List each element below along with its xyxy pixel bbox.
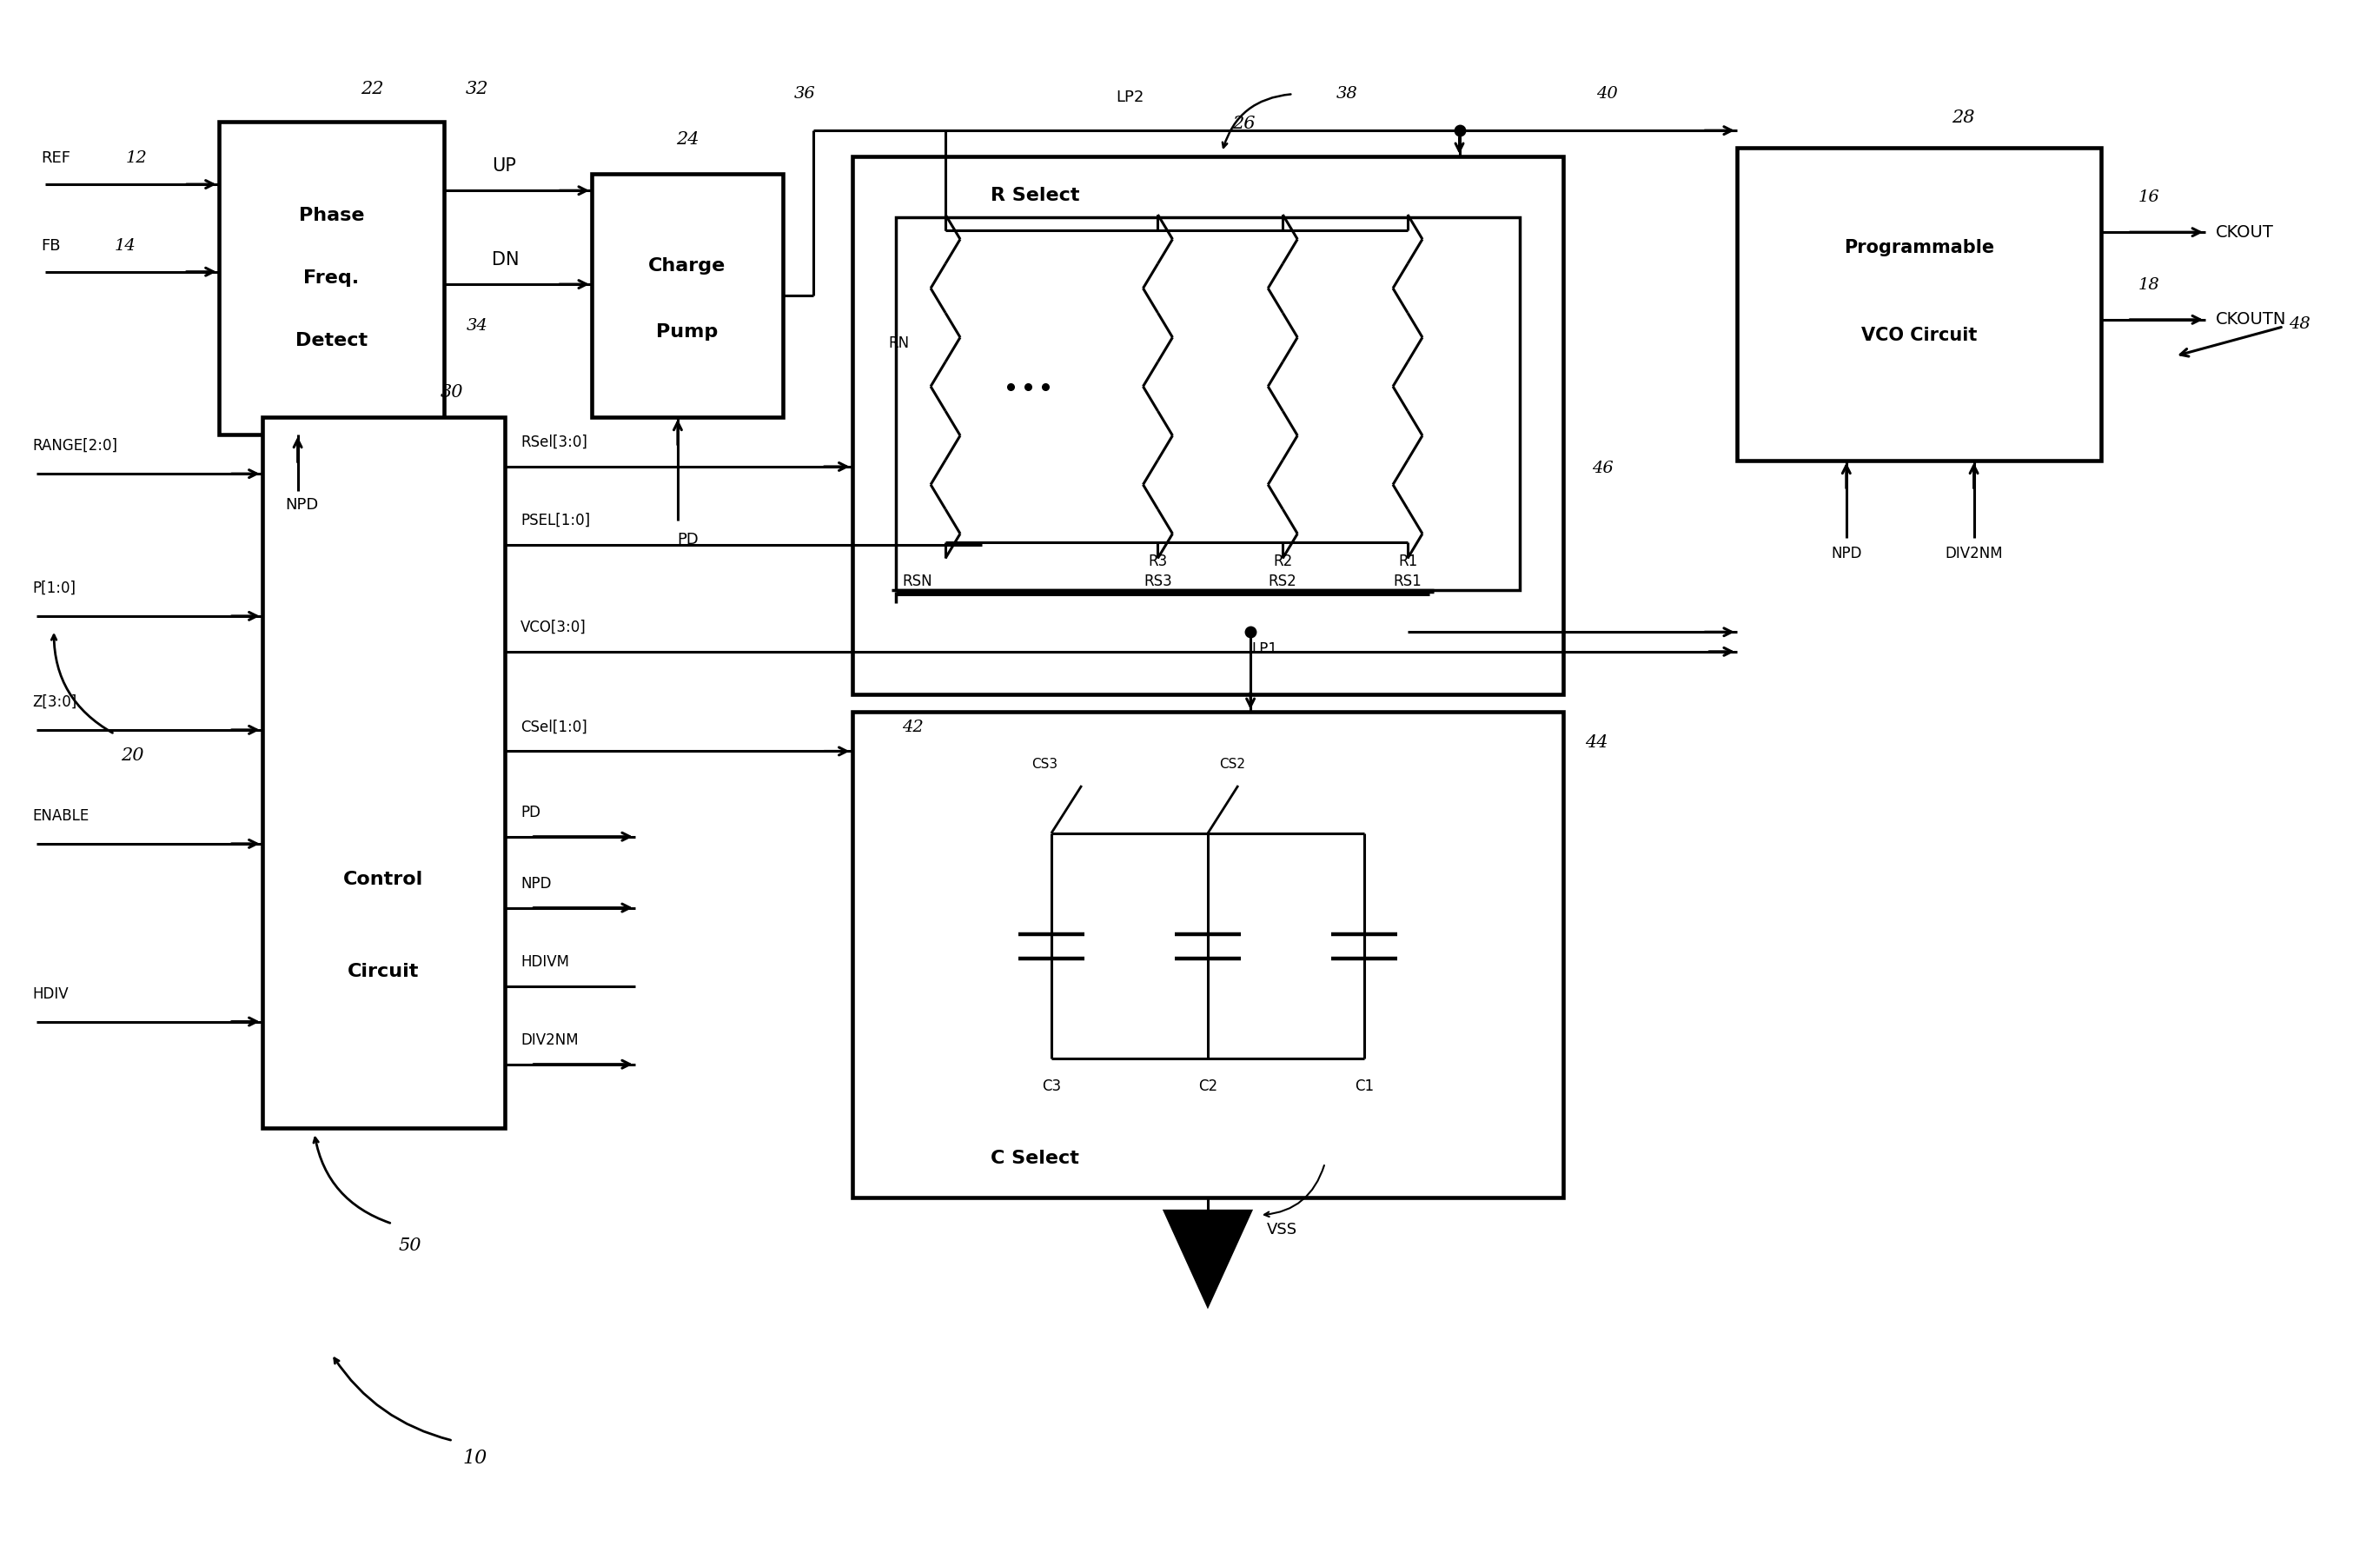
- Text: HDIVM: HDIVM: [521, 954, 569, 969]
- Text: RANGE[2:0]: RANGE[2:0]: [33, 438, 117, 455]
- Text: NPD: NPD: [1830, 546, 1861, 561]
- Text: Freq.: Freq.: [305, 269, 359, 286]
- Text: CKOUTN: CKOUTN: [2216, 311, 2287, 328]
- Bar: [895, 218, 1521, 591]
- Text: 14: 14: [114, 238, 136, 254]
- Bar: [852, 711, 1564, 1198]
- Text: 30: 30: [440, 385, 464, 400]
- Text: Control: Control: [343, 870, 424, 887]
- Text: 16: 16: [2137, 190, 2161, 206]
- Text: 42: 42: [902, 719, 923, 736]
- Bar: [1737, 148, 2102, 461]
- Text: 36: 36: [793, 87, 814, 102]
- Text: C3: C3: [1042, 1079, 1061, 1095]
- Text: ENABLE: ENABLE: [33, 809, 88, 824]
- Text: R1: R1: [1397, 553, 1418, 569]
- Text: RS1: RS1: [1392, 574, 1421, 589]
- Text: R2: R2: [1273, 553, 1292, 569]
- Text: 46: 46: [1592, 461, 1614, 476]
- Text: P[1:0]: P[1:0]: [33, 580, 76, 597]
- Text: 12: 12: [126, 150, 148, 165]
- Text: FB: FB: [40, 238, 60, 254]
- Bar: [219, 122, 445, 434]
- Text: C Select: C Select: [990, 1150, 1081, 1167]
- Text: DN: DN: [493, 252, 519, 269]
- Text: CKOUT: CKOUT: [2216, 224, 2273, 241]
- Text: NPD: NPD: [521, 875, 552, 892]
- Text: PD: PD: [678, 532, 700, 547]
- Text: Circuit: Circuit: [347, 963, 419, 980]
- Text: Pump: Pump: [657, 323, 719, 340]
- Text: 24: 24: [676, 131, 700, 147]
- Text: Z[3:0]: Z[3:0]: [33, 694, 76, 710]
- Text: 26: 26: [1233, 116, 1254, 131]
- Text: Programmable: Programmable: [1844, 240, 1994, 257]
- Text: RSel[3:0]: RSel[3:0]: [521, 434, 588, 450]
- Text: PD: PD: [521, 804, 540, 819]
- Text: 48: 48: [2290, 317, 2311, 332]
- Text: 32: 32: [466, 80, 488, 97]
- Text: Phase: Phase: [300, 207, 364, 224]
- Text: R Select: R Select: [990, 187, 1081, 204]
- Text: 38: 38: [1335, 87, 1357, 102]
- Text: 20: 20: [121, 747, 143, 764]
- Text: C1: C1: [1354, 1079, 1373, 1095]
- Text: 18: 18: [2137, 277, 2161, 292]
- Text: DIV2NM: DIV2NM: [1944, 546, 2004, 561]
- Text: UP: UP: [493, 158, 516, 175]
- Bar: [852, 156, 1564, 694]
- Text: RS3: RS3: [1142, 574, 1171, 589]
- Text: LP1: LP1: [1252, 642, 1278, 657]
- Text: RN: RN: [888, 335, 909, 351]
- Text: RS2: RS2: [1269, 574, 1297, 589]
- Polygon shape: [1164, 1211, 1252, 1306]
- Text: LP2: LP2: [1116, 90, 1145, 105]
- Text: DIV2NM: DIV2NM: [521, 1033, 578, 1048]
- Text: Detect: Detect: [295, 332, 367, 349]
- Text: R3: R3: [1147, 553, 1169, 569]
- Text: VSS: VSS: [1266, 1221, 1297, 1238]
- Text: NPD: NPD: [286, 498, 319, 513]
- Text: 40: 40: [1597, 87, 1618, 102]
- Text: VCO[3:0]: VCO[3:0]: [521, 620, 585, 635]
- Text: CSel[1:0]: CSel[1:0]: [521, 719, 588, 734]
- Text: 50: 50: [397, 1237, 421, 1254]
- Text: C2: C2: [1197, 1079, 1219, 1095]
- Text: 28: 28: [1952, 110, 1975, 125]
- Bar: [262, 417, 505, 1129]
- Text: 34: 34: [466, 318, 488, 334]
- Text: VCO Circuit: VCO Circuit: [1861, 326, 1978, 343]
- Text: RSN: RSN: [902, 574, 933, 589]
- Text: 44: 44: [1585, 734, 1609, 750]
- Text: CS3: CS3: [1031, 758, 1057, 770]
- Text: HDIV: HDIV: [33, 986, 69, 1002]
- Text: CS2: CS2: [1219, 758, 1245, 770]
- Text: REF: REF: [40, 150, 71, 165]
- Bar: [593, 173, 783, 417]
- Text: 10: 10: [462, 1449, 488, 1467]
- Text: PSEL[1:0]: PSEL[1:0]: [521, 513, 590, 529]
- Text: 22: 22: [362, 80, 383, 97]
- Text: Charge: Charge: [647, 258, 726, 275]
